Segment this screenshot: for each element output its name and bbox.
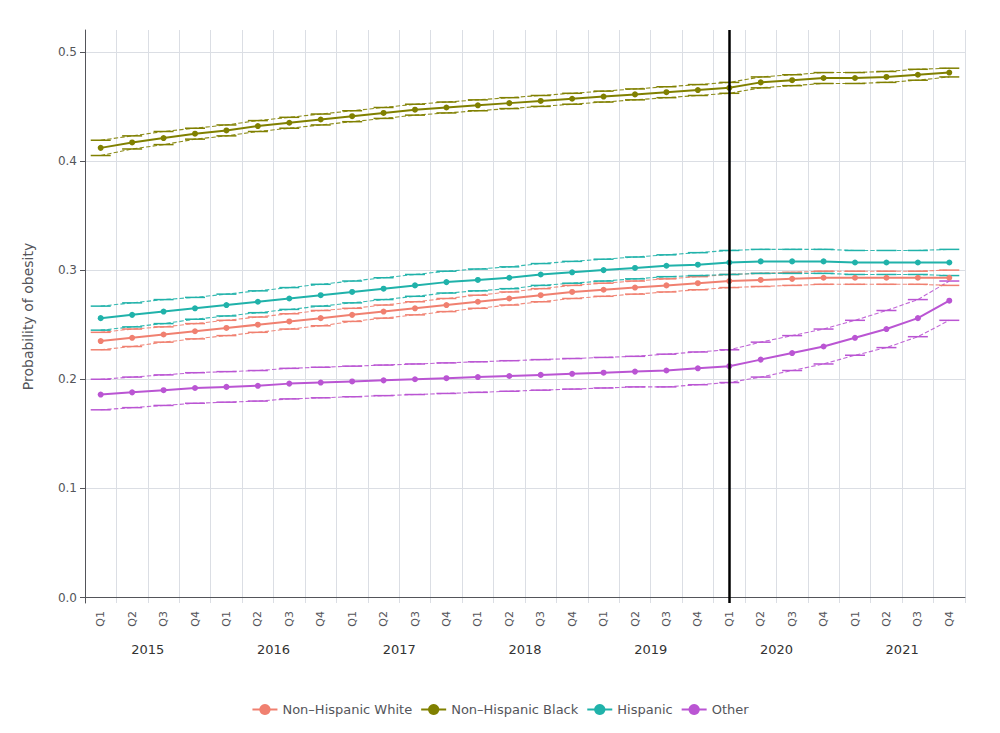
svg-text:Q4: Q4	[566, 611, 579, 627]
svg-text:Q3: Q3	[534, 611, 547, 627]
svg-text:Q4: Q4	[691, 611, 704, 627]
svg-text:Hispanic: Hispanic	[617, 702, 672, 717]
svg-text:2017: 2017	[383, 642, 416, 657]
svg-text:Q4: Q4	[440, 611, 453, 627]
svg-text:2018: 2018	[508, 642, 541, 657]
svg-text:Q2: Q2	[503, 611, 516, 627]
svg-text:Q1: Q1	[597, 611, 610, 627]
svg-text:Q1: Q1	[94, 611, 107, 627]
svg-text:Q3: Q3	[911, 611, 924, 627]
svg-text:0.3: 0.3	[58, 263, 77, 277]
svg-text:Q2: Q2	[629, 611, 642, 627]
svg-text:Q4: Q4	[943, 611, 956, 627]
svg-text:Other: Other	[712, 702, 750, 717]
svg-text:0.5: 0.5	[58, 45, 77, 59]
svg-text:Q1: Q1	[220, 611, 233, 627]
svg-text:0.2: 0.2	[58, 372, 77, 386]
svg-text:0.4: 0.4	[58, 154, 77, 168]
svg-text:2015: 2015	[131, 642, 164, 657]
svg-text:2019: 2019	[634, 642, 667, 657]
svg-text:Q1: Q1	[346, 611, 359, 627]
svg-text:Q3: Q3	[409, 611, 422, 627]
svg-text:2016: 2016	[257, 642, 290, 657]
svg-text:2021: 2021	[886, 642, 919, 657]
svg-text:Q3: Q3	[157, 611, 170, 627]
svg-text:Q2: Q2	[880, 611, 893, 627]
svg-text:Probability of obesity: Probability of obesity	[20, 243, 36, 390]
svg-text:Q2: Q2	[126, 611, 139, 627]
svg-text:0.0: 0.0	[58, 591, 77, 605]
svg-text:Q1: Q1	[723, 611, 736, 627]
svg-text:Q3: Q3	[660, 611, 673, 627]
svg-text:Q4: Q4	[189, 611, 202, 627]
svg-text:Q4: Q4	[314, 611, 327, 627]
svg-text:Q2: Q2	[251, 611, 264, 627]
svg-text:Non–Hispanic Black: Non–Hispanic Black	[451, 702, 579, 717]
svg-text:Q1: Q1	[849, 611, 862, 627]
svg-text:Q3: Q3	[786, 611, 799, 627]
svg-text:Q1: Q1	[471, 611, 484, 627]
svg-text:Q3: Q3	[283, 611, 296, 627]
svg-text:Q2: Q2	[377, 611, 390, 627]
svg-text:0.1: 0.1	[58, 481, 77, 495]
svg-text:Q4: Q4	[817, 611, 830, 627]
svg-text:Non–Hispanic White: Non–Hispanic White	[282, 702, 412, 717]
svg-text:2020: 2020	[760, 642, 793, 657]
svg-text:Q2: Q2	[754, 611, 767, 627]
